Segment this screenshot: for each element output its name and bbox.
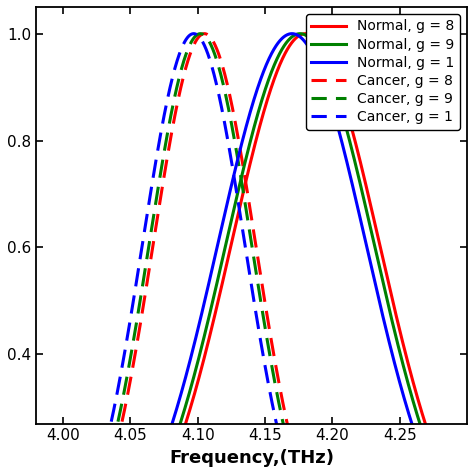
Legend: Normal, g = 8, Normal, g = 9, Normal, g = 1, Cancer, g = 8, Cancer, g = 9, Cance: Normal, g = 8, Normal, g = 9, Normal, g …	[306, 14, 460, 130]
X-axis label: Frequency,(THz): Frequency,(THz)	[169, 449, 334, 467]
